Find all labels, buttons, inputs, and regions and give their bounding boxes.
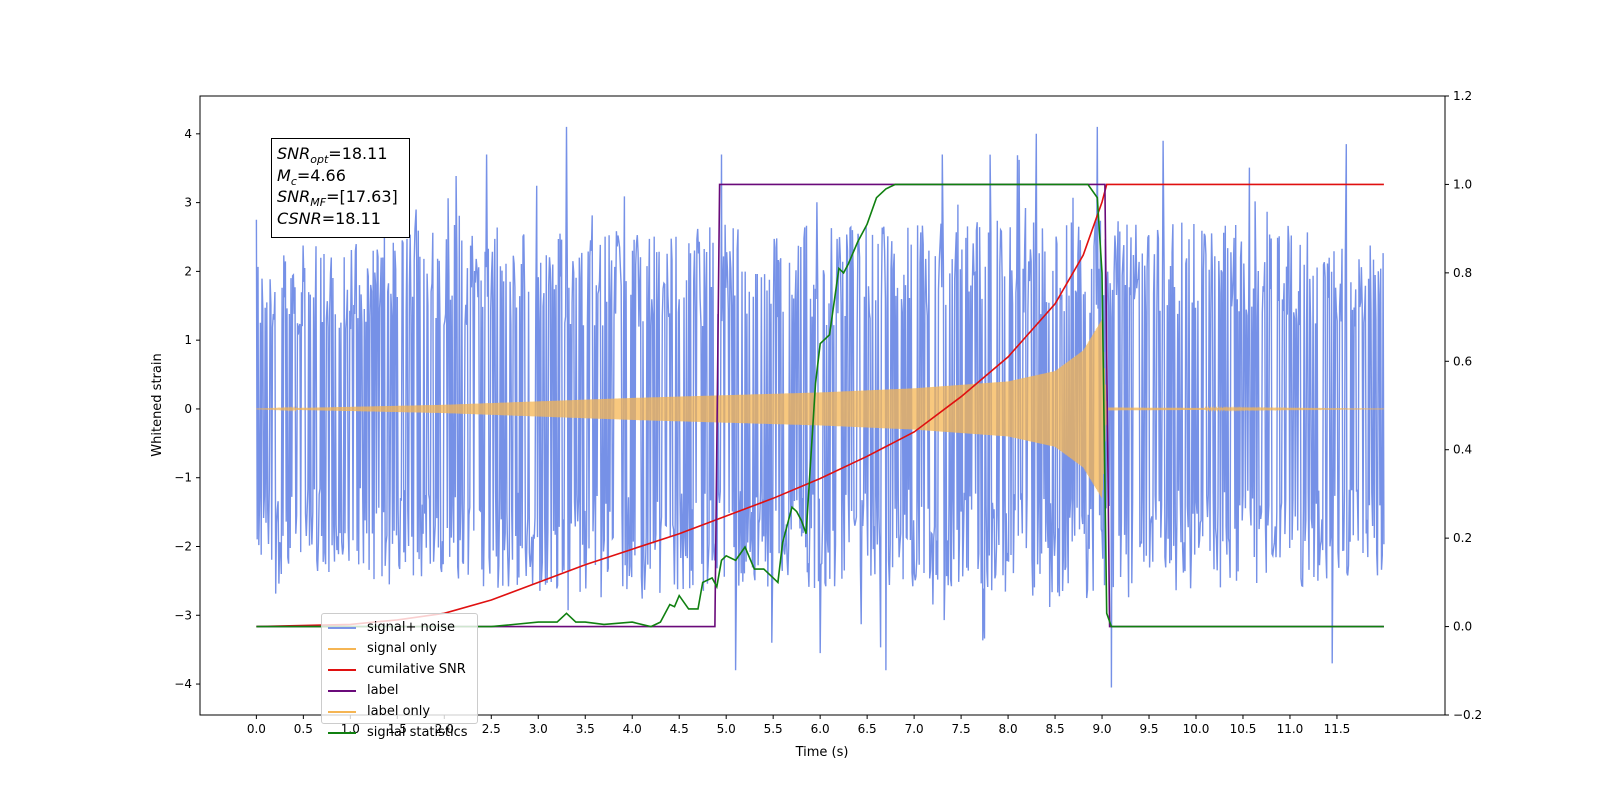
x-tick-label: 10.5	[1230, 722, 1257, 736]
y2-tick-label: 1.0	[1453, 177, 1472, 191]
legend-item-label: label	[328, 680, 477, 701]
legend-item-label-only: label only	[328, 701, 477, 722]
y-tick-label: −4	[174, 677, 192, 691]
y-tick-label: −2	[174, 539, 192, 553]
x-tick-label: 11.0	[1277, 722, 1304, 736]
x-tick-label: 8.0	[999, 722, 1018, 736]
annotation-mc: Mc=4.66	[277, 165, 346, 188]
x-tick-label: 6.0	[811, 722, 830, 736]
legend-item-signal-statistics: signal statistics	[328, 722, 477, 743]
legend-swatch	[328, 689, 356, 692]
x-tick-label: 11.5	[1324, 722, 1351, 736]
y-tick-label: −1	[174, 471, 192, 485]
x-tick-label: 6.5	[858, 722, 877, 736]
y2-tick-label: 0.6	[1453, 354, 1472, 368]
signal-only-line	[256, 319, 1384, 498]
signal-only-series	[256, 319, 1384, 498]
x-axis-label: Time (s)	[795, 745, 849, 760]
x-tick-label: 2.5	[482, 722, 501, 736]
cumilative-snr-line	[256, 183, 1384, 628]
x-tick-label: 4.0	[623, 722, 642, 736]
y-axis-label: Whitened strain	[150, 353, 165, 456]
signal-statistics-line	[256, 183, 1384, 628]
y-tick-label: 0	[184, 402, 192, 416]
y-tick-label: 3	[184, 196, 192, 210]
x-tick-label: 9.0	[1092, 722, 1111, 736]
y2-tick-label: 0.2	[1453, 531, 1472, 545]
legend-swatch	[328, 647, 356, 650]
legend-item-signal-only: signal only	[328, 638, 477, 659]
signal-noise-series	[255, 126, 1385, 688]
y-axis-right-ticks: −0.2 0.0 0.2 0.4 0.6 0.8 1.0 1.2	[1445, 89, 1482, 722]
annotation-csnr: CSNR=18.11	[277, 208, 381, 228]
x-tick-label: 3.5	[576, 722, 595, 736]
x-tick-label: 5.5	[764, 722, 783, 736]
annotation-snr-mf: SNRMF=[17.63]	[277, 187, 398, 210]
line-series-layer	[256, 183, 1384, 628]
x-tick-label: 10.0	[1183, 722, 1210, 736]
signal-noise-line	[255, 126, 1385, 688]
y-axis-left-ticks: −4 −3 −2 −1 0 1 2 3 4	[174, 127, 200, 691]
x-tick-label: 9.5	[1139, 722, 1158, 736]
y-tick-label: −3	[174, 608, 192, 622]
legend: signal+ noise signal only cumilative SNR…	[321, 613, 478, 740]
legend-swatch	[328, 668, 356, 671]
x-tick-label: 3.0	[529, 722, 548, 736]
x-tick-label: 8.5	[1046, 722, 1065, 736]
x-tick-label: 1.5	[388, 722, 407, 736]
annotation-box: SNRopt=18.11 Mc=4.66 SNRMF=[17.63] CSNR=…	[271, 138, 410, 238]
legend-label: cumilative SNR	[367, 662, 466, 677]
x-tick-label: 7.5	[952, 722, 971, 736]
plot-frame	[199, 95, 1446, 716]
y2-tick-label: −0.2	[1453, 708, 1482, 722]
legend-label: signal+ noise	[367, 620, 456, 635]
y2-tick-label: 0.4	[1453, 443, 1472, 457]
y-tick-label: 2	[184, 264, 192, 278]
y2-tick-label: 0.0	[1453, 620, 1472, 634]
x-tick-label: 0.0	[247, 722, 266, 736]
annotation-snr-opt: SNRopt=18.11	[277, 144, 388, 167]
legend-swatch	[328, 731, 356, 734]
legend-label: signal only	[367, 641, 438, 656]
y2-tick-label: 1.2	[1453, 89, 1472, 103]
x-tick-label: 5.0	[717, 722, 736, 736]
x-tick-label: 7.0	[905, 722, 924, 736]
legend-swatch	[328, 626, 356, 629]
legend-item-cumilative-snr: cumilative SNR	[328, 659, 477, 680]
x-tick-label: 4.5	[670, 722, 689, 736]
x-tick-label: 2.0	[435, 722, 454, 736]
legend-label: label only	[367, 704, 431, 719]
y-tick-label: 1	[184, 333, 192, 347]
legend-swatch	[328, 710, 356, 713]
legend-label: label	[367, 683, 399, 698]
legend-label: signal statistics	[367, 725, 468, 740]
x-tick-label: 0.5	[294, 722, 313, 736]
legend-item-signal-noise: signal+ noise	[328, 617, 477, 638]
y2-tick-label: 0.8	[1453, 266, 1472, 280]
y-tick-label: 4	[184, 127, 192, 141]
